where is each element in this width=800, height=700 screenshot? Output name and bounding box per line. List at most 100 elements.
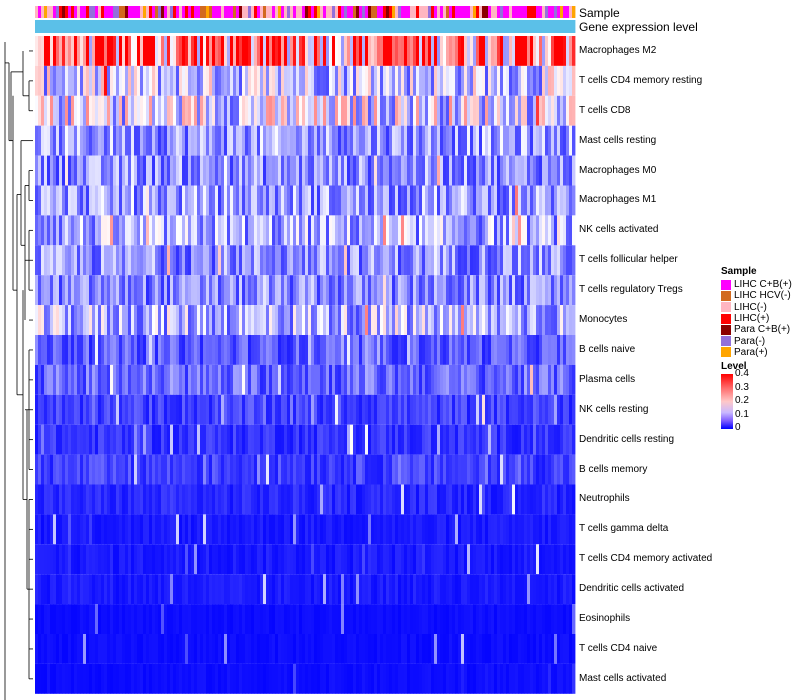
heatmap-cell: [248, 574, 252, 605]
heatmap-cell: [413, 634, 417, 664]
heatmap-cell: [329, 484, 333, 515]
heatmap-cell: [140, 95, 144, 126]
heatmap-cell: [338, 663, 342, 694]
heatmap-cell: [314, 125, 318, 156]
heatmap-cell: [293, 36, 297, 66]
heatmap-cell: [68, 394, 72, 425]
heatmap-cell: [59, 335, 63, 365]
heatmap-cell: [479, 65, 483, 96]
heatmap-cell: [143, 364, 147, 395]
heatmap-cell: [290, 484, 294, 515]
heatmap-cell: [119, 574, 123, 605]
heatmap-cell: [284, 275, 288, 306]
heatmap-cell: [236, 574, 240, 605]
heatmap-cell: [218, 634, 222, 664]
heatmap-cell: [275, 245, 279, 276]
heatmap-cell: [383, 215, 387, 246]
heatmap-cell: [89, 335, 93, 365]
heatmap-cell: [173, 36, 177, 66]
heatmap-cell: [281, 604, 285, 634]
heatmap-cell: [107, 604, 111, 634]
heatmap-cell: [44, 185, 48, 216]
heatmap-cell: [380, 574, 384, 605]
sample-annotation-cell: [50, 6, 54, 18]
heatmap-cell: [170, 125, 174, 156]
heatmap-cell: [134, 514, 138, 545]
heatmap-cell: [449, 394, 453, 425]
heatmap-cell: [185, 634, 189, 664]
heatmap-cell: [416, 245, 420, 276]
heatmap-cell: [413, 305, 417, 335]
heatmap-cell: [452, 275, 456, 306]
legend-entry: Para(+): [721, 347, 800, 358]
heatmap-cell: [323, 364, 327, 395]
heatmap-cell: [380, 245, 384, 276]
heatmap-cell: [56, 484, 60, 515]
heatmap-cell: [419, 125, 423, 156]
heatmap-cell: [176, 305, 180, 335]
sample-annotation-cell: [242, 6, 246, 18]
heatmap-cell: [503, 185, 507, 216]
heatmap-cell: [344, 454, 348, 485]
heatmap-cell: [140, 484, 144, 515]
heatmap-cell: [329, 155, 333, 186]
heatmap-cell: [143, 335, 147, 365]
sample-annotation-cell: [176, 6, 180, 18]
heatmap-cell: [131, 454, 135, 485]
heatmap-cell: [320, 544, 324, 575]
heatmap-cell: [503, 36, 507, 66]
heatmap-cell: [173, 514, 177, 545]
heatmap-cell: [158, 454, 162, 485]
heatmap-cell: [263, 155, 267, 186]
heatmap-cell: [62, 155, 66, 186]
heatmap-cell: [353, 65, 357, 96]
heatmap-cell: [179, 394, 183, 425]
heatmap-cell: [41, 424, 45, 455]
heatmap-cell: [332, 424, 336, 455]
heatmap-cell: [431, 185, 435, 216]
heatmap-cell: [317, 125, 321, 156]
heatmap-cell: [401, 335, 405, 365]
heatmap-cell: [56, 215, 60, 246]
heatmap-cell: [476, 305, 480, 335]
heatmap-cell: [533, 604, 537, 634]
heatmap-cell: [83, 663, 87, 694]
heatmap-cell: [92, 36, 96, 66]
heatmap-cell: [263, 335, 267, 365]
heatmap-cell: [152, 335, 156, 365]
sample-annotation-cell: [338, 6, 342, 18]
heatmap-cell: [458, 484, 462, 515]
heatmap-cell: [206, 125, 210, 156]
heatmap-cell: [239, 215, 243, 246]
heatmap-cell: [317, 275, 321, 306]
heatmap-cell: [47, 155, 51, 186]
heatmap-cell: [500, 514, 504, 545]
heatmap-cell: [320, 424, 324, 455]
heatmap-cell: [341, 335, 345, 365]
heatmap-cell: [350, 155, 354, 186]
heatmap-cell: [344, 634, 348, 664]
sample-annotation-cell: [314, 6, 318, 18]
heatmap-cell: [482, 125, 486, 156]
heatmap-cell: [200, 215, 204, 246]
heatmap-cell: [50, 364, 54, 395]
heatmap-cell: [389, 424, 393, 455]
heatmap-cell: [299, 245, 303, 276]
heatmap-cell: [434, 275, 438, 306]
heatmap-cell: [569, 544, 573, 575]
heatmap-cell: [107, 155, 111, 186]
heatmap-cell: [515, 574, 519, 605]
heatmap-cell: [296, 454, 300, 485]
heatmap-cell: [356, 215, 360, 246]
heatmap-cell: [524, 544, 528, 575]
heatmap-cell: [134, 65, 138, 96]
heatmap-cell: [392, 604, 396, 634]
heatmap-cell: [407, 275, 411, 306]
heatmap-cell: [554, 65, 558, 96]
heatmap-cell: [107, 364, 111, 395]
heatmap-cell: [305, 514, 309, 545]
heatmap-cell: [206, 335, 210, 365]
heatmap-cell: [248, 484, 252, 515]
sample-annotation-cell: [506, 6, 510, 18]
heatmap-cell: [446, 185, 450, 216]
